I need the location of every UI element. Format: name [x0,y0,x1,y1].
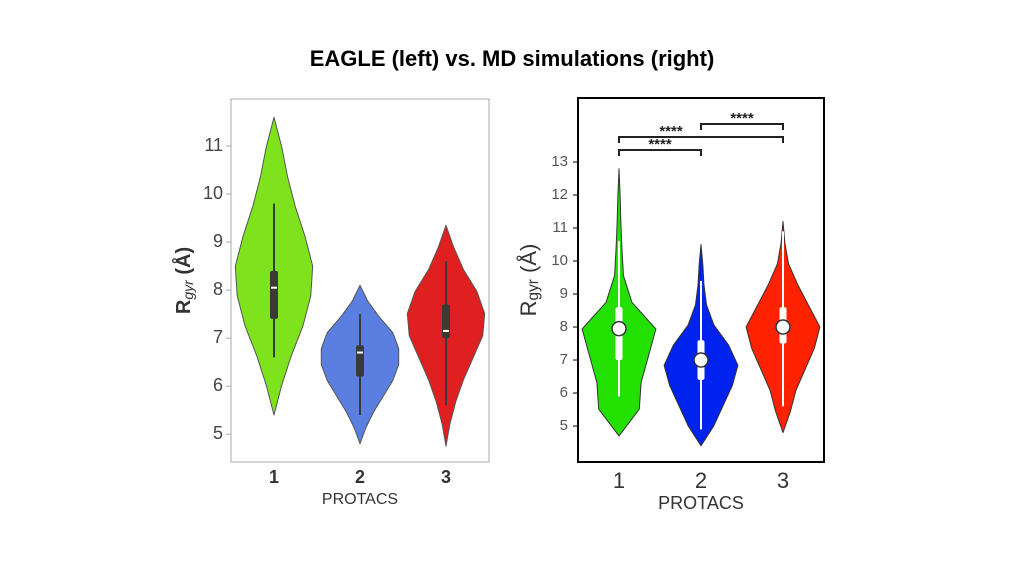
y-tick-label: 12 [551,186,568,203]
y-tick-label: 11 [552,219,568,236]
significance-label: **** [648,136,672,153]
y-tick-label: 10 [551,252,568,269]
median [611,320,627,337]
significance-label: **** [659,123,683,140]
y-label-rest: (Å) [171,247,195,280]
x-tick-label: 1 [613,468,625,493]
box [356,345,364,377]
slide-title: EAGLE (left) vs. MD simulations (right) [310,46,715,71]
median [775,319,791,335]
x-axis-label: PROTACS [658,493,744,513]
y-tick-label: 9 [213,231,223,251]
y-tick-label: 8 [213,279,223,299]
x-tick-label: 1 [269,467,279,487]
y-label-rest: (Å) [516,244,541,279]
y-tick-label: 13 [551,153,568,170]
y-label-sub: gyr [525,279,542,300]
x-tick-label: 3 [441,467,451,487]
x-axis-label: PROTACS [322,491,398,508]
significance-bracket [618,149,702,156]
y-label-base: R [516,300,541,316]
y-tick-label: 5 [213,423,223,443]
y-tick-label: 9 [560,285,568,302]
y-label-base: R [173,299,195,314]
significance-bracket [700,123,784,130]
y-axis-label: Rgyr (Å) [171,247,195,314]
y-axis-label: Rgyr (Å) [516,244,542,317]
box [270,270,278,319]
median [693,352,709,368]
y-tick-label: 5 [560,417,568,434]
y-tick-label: 7 [560,351,568,368]
x-tick-label: 3 [777,468,789,493]
y-tick-label: 10 [203,183,223,203]
plot-frame [230,98,490,463]
y-label-sub: gyr [180,279,196,300]
x-tick-label: 2 [695,468,707,493]
significance-bracket [618,136,784,143]
box [442,304,450,339]
x-tick-label: 2 [355,467,365,487]
plot-frame [577,97,825,463]
significance-label: **** [730,110,754,127]
y-tick-label: 8 [560,318,568,335]
y-tick-label: 11 [204,135,223,155]
y-tick-label: 6 [213,375,223,395]
y-tick-label: 6 [560,384,568,401]
y-tick-label: 7 [213,327,223,347]
